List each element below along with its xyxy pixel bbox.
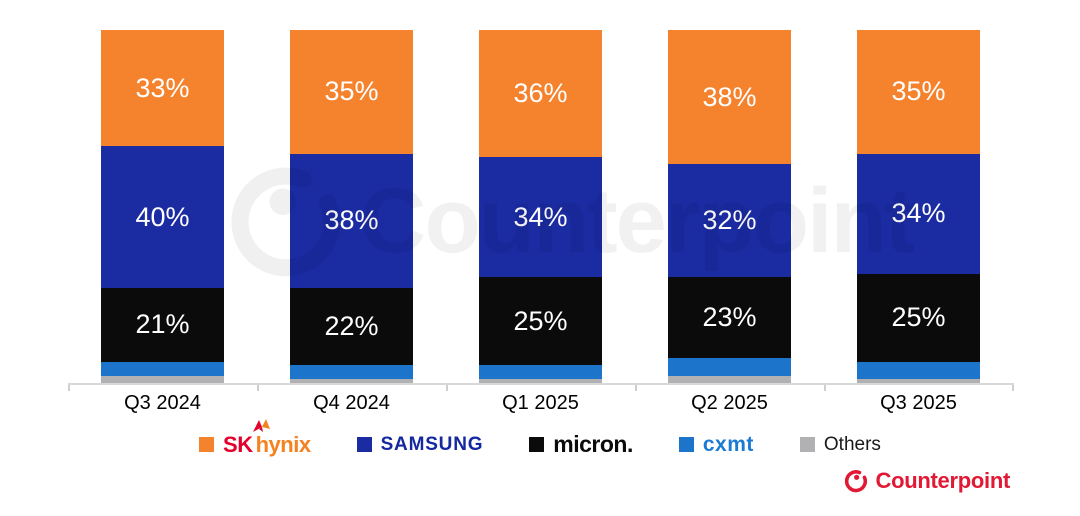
bar-column-q3-2025: 35% 34% 25% — [824, 30, 1013, 383]
bar-segment-others — [668, 375, 791, 383]
axis-tick — [1012, 385, 1014, 391]
bar-segment-sk-hynix: 33% — [101, 30, 224, 147]
stacked-bar: 33% 40% 21% — [101, 30, 224, 383]
bar-segment-label: 21% — [135, 309, 190, 340]
bar-segment-label: 25% — [513, 305, 568, 336]
x-axis-label: Q3 2025 — [880, 392, 957, 414]
bar-segment-samsung: 38% — [290, 153, 413, 288]
legend-item-micron: micron. — [529, 431, 633, 458]
axis-tick — [446, 385, 448, 391]
bar-segment-samsung: 40% — [101, 146, 224, 288]
bar-column-q3-2024: 33% 40% 21% — [68, 30, 257, 383]
micron-logo: micron. — [553, 431, 633, 457]
axis-tick — [635, 385, 637, 391]
x-axis-labels: Q3 2024 Q4 2024 Q1 2025 Q2 2025 Q3 2025 — [68, 392, 1013, 415]
bar-segment-samsung: 32% — [668, 164, 791, 278]
axis-tick — [824, 385, 826, 391]
bars: 33% 40% 21% 35% 38% 22% 36% 34% 25% 38% 32% 23% 35% 3… — [68, 30, 1013, 383]
bar-segment-label: 36% — [513, 78, 568, 109]
bar-column-q4-2024: 35% 38% 22% — [257, 30, 446, 383]
cxmt-logo: cxmt — [702, 432, 754, 456]
bar-segment-samsung: 34% — [857, 153, 980, 274]
bar-segment-micron: 25% — [479, 277, 602, 366]
bar-segment-label: 38% — [702, 81, 757, 112]
counterpoint-logo-icon — [844, 470, 867, 493]
bar-segment-cxmt — [668, 358, 791, 376]
bar-segment-others — [857, 379, 980, 383]
stacked-bar: 38% 32% 23% — [668, 30, 791, 383]
legend: SK hynix SAMSUNG micron. cxmt Others — [0, 418, 1080, 458]
stacked-bar: 35% 38% 22% — [290, 30, 413, 383]
bar-segment-cxmt — [101, 361, 224, 376]
bar-segment-others — [290, 379, 413, 383]
bar-column-q2-2025: 38% 32% 23% — [635, 30, 824, 383]
stacked-bar: 36% 34% 25% — [479, 30, 602, 383]
counterpoint-brand-text: Counterpoint — [875, 468, 1011, 493]
bar-segment-label: 33% — [135, 72, 190, 103]
bar-segment-label: 34% — [891, 198, 946, 229]
legend-label-others: Others — [823, 433, 881, 455]
bar-segment-label: 35% — [324, 76, 379, 107]
legend-swatch-others — [799, 437, 815, 452]
bar-segment-cxmt — [290, 365, 413, 380]
stacked-bar: 35% 34% 25% — [857, 30, 980, 383]
bar-segment-sk-hynix: 35% — [290, 30, 413, 154]
bar-segment-label: 40% — [135, 201, 190, 232]
x-axis-label: Q4 2024 — [313, 392, 390, 414]
axis-tick — [68, 385, 70, 391]
bar-segment-label: 32% — [702, 205, 757, 236]
bar-segment-others — [101, 375, 224, 383]
samsung-logo: SAMSUNG — [380, 433, 484, 455]
axis-tick — [257, 385, 259, 391]
legend-item-others: Others — [799, 433, 881, 456]
bar-segment-label: 35% — [891, 76, 946, 107]
legend-label-sk: SK — [223, 431, 253, 457]
bar-column-q1-2025: 36% 34% 25% — [446, 30, 635, 383]
legend-swatch-cxmt — [678, 437, 694, 452]
bar-segment-micron: 21% — [101, 287, 224, 362]
bar-segment-label: 23% — [702, 302, 757, 333]
sk-hynix-logo: SK hynix — [223, 418, 311, 458]
legend-item-cxmt: cxmt — [678, 432, 754, 457]
bar-segment-micron: 23% — [668, 277, 791, 359]
bar-segment-label: 34% — [513, 201, 568, 232]
bar-segment-sk-hynix: 38% — [668, 30, 791, 165]
x-axis-label: Q1 2025 — [502, 392, 579, 414]
counterpoint-brand: Counterpoint — [843, 468, 1010, 494]
legend-item-sk-hynix: SK hynix — [199, 418, 311, 458]
bar-segment-others — [479, 379, 602, 383]
legend-item-samsung: SAMSUNG — [356, 433, 484, 456]
bar-segment-samsung: 34% — [479, 157, 602, 278]
bar-segment-micron: 22% — [290, 287, 413, 366]
bar-segment-cxmt — [479, 365, 602, 380]
legend-swatch-samsung — [356, 437, 372, 452]
x-axis-label: Q2 2025 — [691, 392, 768, 414]
x-axis-label: Q3 2024 — [124, 392, 201, 414]
bar-segment-sk-hynix: 36% — [479, 30, 602, 158]
bar-segment-label: 25% — [891, 302, 946, 333]
bar-segment-label: 38% — [324, 205, 379, 236]
legend-swatch-sk-hynix — [199, 437, 215, 452]
bar-segment-label: 22% — [324, 311, 379, 341]
sk-hynix-butterfly-icon — [253, 418, 271, 432]
x-axis-line — [68, 383, 1014, 391]
bar-segment-sk-hynix: 35% — [857, 30, 980, 154]
legend-label-hynix: hynix — [255, 431, 311, 457]
bar-segment-cxmt — [857, 361, 980, 380]
legend-swatch-micron — [529, 437, 545, 452]
bar-segment-micron: 25% — [857, 273, 980, 362]
